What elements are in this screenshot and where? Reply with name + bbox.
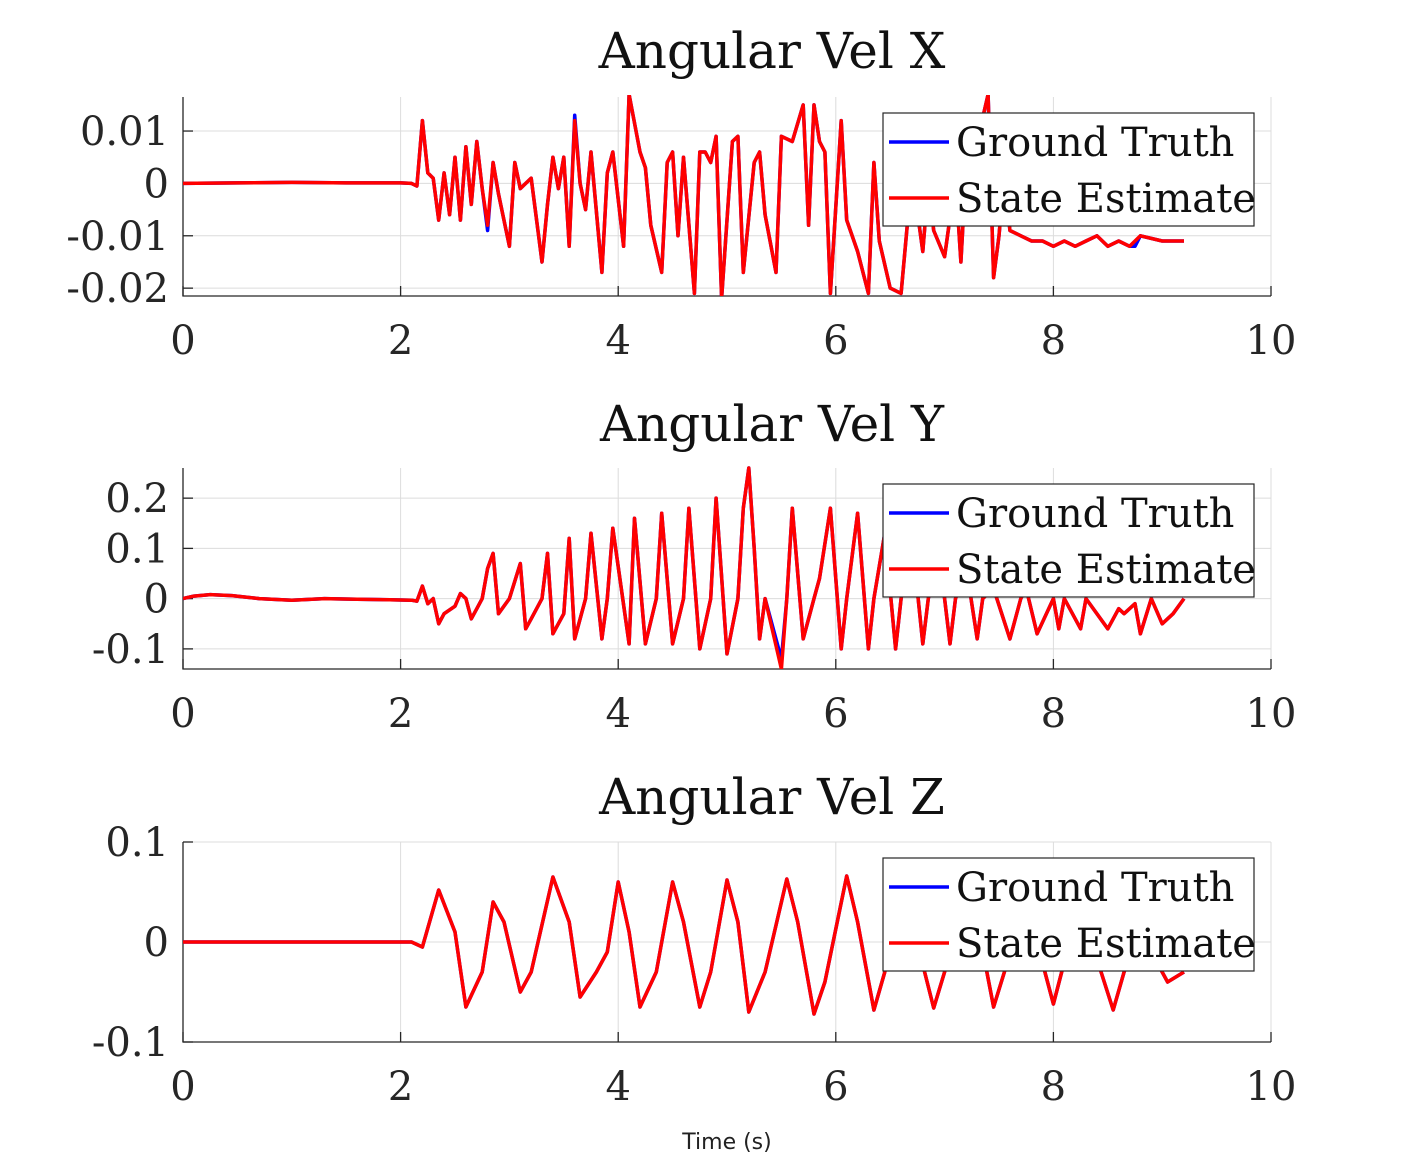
x-tick-label: 4 [605, 691, 630, 737]
y-tick-label: 0.2 [105, 476, 169, 522]
legend-box [882, 857, 1255, 972]
x-tick-label: 0 [170, 1064, 195, 1110]
subplot-title: Angular Vel Z [598, 768, 945, 826]
x-axis-label: Time (s) [681, 1130, 771, 1155]
x-tick-label: 10 [1246, 1064, 1297, 1110]
legend: Ground Truth State Estimate [882, 112, 1256, 227]
legend-box [882, 112, 1255, 227]
y-tick-label: 0.1 [105, 526, 169, 572]
subplot-1: Angular Vel X 0 2 4 6 8 10 0.01 0 -0.01 -0.02 Groun… [66, 22, 1296, 364]
y-tick-label: -0.1 [92, 1020, 169, 1066]
x-tick-label: 8 [1041, 691, 1066, 737]
y-tick-label: -0.01 [66, 214, 169, 260]
legend-label: Ground Truth [956, 120, 1234, 166]
x-tick-label: 0 [170, 691, 195, 737]
x-tick-label: 6 [823, 1064, 848, 1110]
y-tick-label: 0 [144, 920, 169, 966]
y-tick-label: 0.01 [80, 109, 169, 155]
y-tick-label: -0.02 [66, 266, 169, 312]
series-line-state-estimate [183, 466, 1186, 669]
x-tick-label: 0 [170, 318, 195, 364]
legend: Ground Truth State Estimate [882, 483, 1256, 598]
x-tick-label: 4 [605, 1064, 630, 1110]
subplot-title: Angular Vel X [598, 22, 946, 80]
x-tick-label: 8 [1041, 1064, 1066, 1110]
x-tick-label: 2 [388, 318, 413, 364]
x-tick-label: 10 [1246, 691, 1297, 737]
x-tick-label: 8 [1041, 318, 1066, 364]
legend-box [882, 483, 1255, 598]
x-tick-label: 6 [823, 318, 848, 364]
series-line-state-estimate [183, 95, 1184, 296]
legend: Ground Truth State Estimate [882, 857, 1256, 972]
legend-label: Ground Truth [956, 865, 1234, 911]
legend-label: State Estimate [956, 547, 1256, 593]
x-tick-label: 2 [388, 691, 413, 737]
subplot-title: Angular Vel Y [599, 395, 945, 453]
subplot-2: Angular Vel Y 0 2 4 6 8 10 0.20.1 0-0.1 Ground Tr… [92, 395, 1297, 737]
x-tick-label: 2 [388, 1064, 413, 1110]
y-tick-label: -0.1 [92, 627, 169, 673]
legend-label: State Estimate [956, 921, 1256, 967]
x-tick-label: 10 [1246, 318, 1297, 364]
x-tick-label: 4 [605, 318, 630, 364]
y-tick-label: 0.1 [105, 820, 169, 866]
x-tick-label: 6 [823, 691, 848, 737]
y-tick-label: 0 [144, 577, 169, 623]
legend-label: Ground Truth [956, 491, 1234, 537]
legend-label: State Estimate [956, 176, 1256, 222]
y-tick-label: 0 [144, 161, 169, 207]
